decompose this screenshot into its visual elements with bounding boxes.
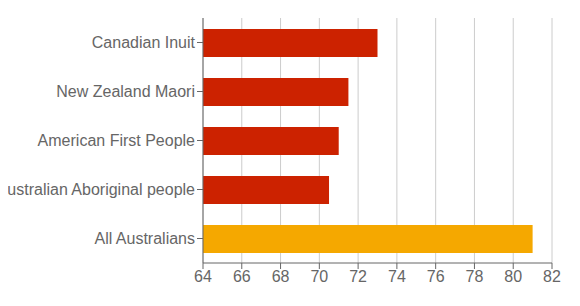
svg-text:All Australians: All Australians	[95, 230, 196, 247]
svg-text:66: 66	[233, 268, 251, 285]
svg-text:70: 70	[310, 268, 328, 285]
svg-text:82: 82	[543, 268, 561, 285]
svg-text:New Zealand Maori: New Zealand Maori	[56, 83, 195, 100]
svg-text:78: 78	[466, 268, 484, 285]
svg-text:Australian Aboriginal people: Australian Aboriginal people	[8, 181, 195, 198]
svg-text:Canadian Inuit: Canadian Inuit	[92, 34, 196, 51]
svg-text:74: 74	[388, 268, 406, 285]
svg-text:80: 80	[504, 268, 522, 285]
svg-text:72: 72	[349, 268, 367, 285]
svg-text:American First People: American First People	[38, 132, 195, 149]
svg-text:64: 64	[194, 268, 212, 285]
svg-text:68: 68	[272, 268, 290, 285]
svg-text:76: 76	[427, 268, 445, 285]
